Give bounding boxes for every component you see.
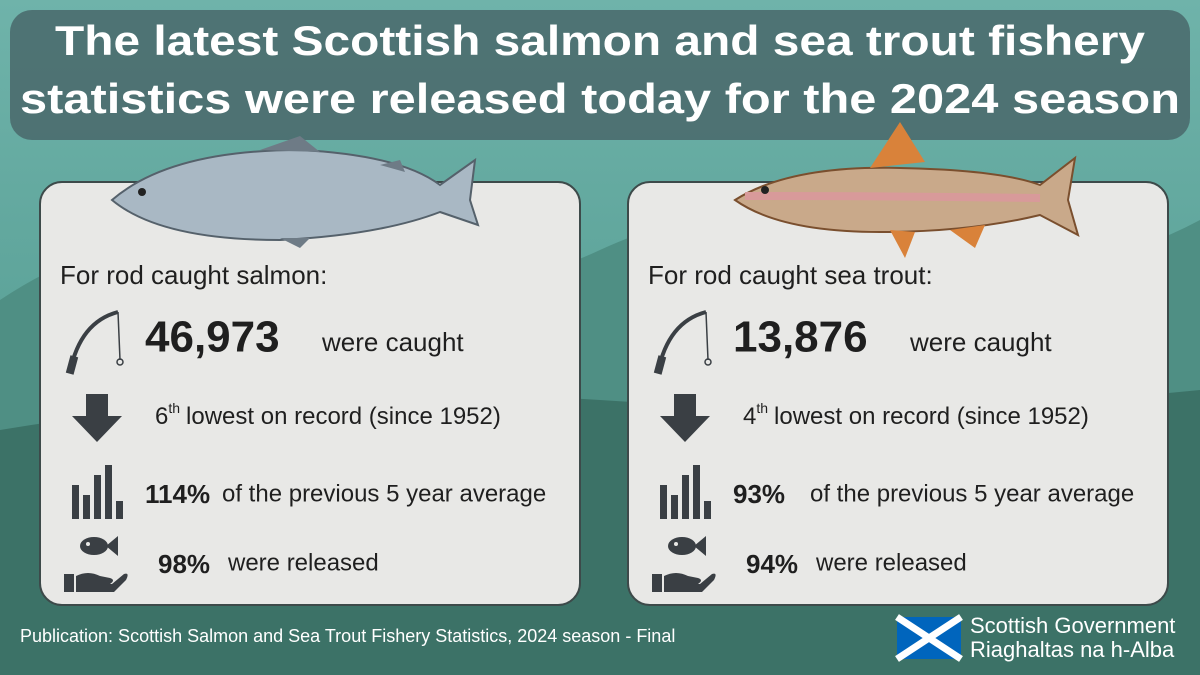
rank-ordinal: 4: [743, 403, 756, 430]
released-number: 94%: [746, 549, 798, 579]
rank-text: lowest on record (since 1952): [774, 403, 1089, 430]
caught-number: 46,973: [145, 313, 280, 362]
saltire-flag: [895, 614, 963, 662]
released-text: were released: [227, 549, 379, 576]
publication-note: Publication: Scottish Salmon and Sea Tro…: [20, 626, 675, 646]
rank-suffix: th: [168, 400, 180, 416]
rank-line: 4th lowest on record (since 1952): [743, 400, 1089, 431]
rank-text: lowest on record (since 1952): [186, 403, 501, 430]
title-line: The latest Scottish salmon and sea trout…: [55, 17, 1146, 64]
average-text: of the previous 5 year average: [222, 480, 546, 507]
salmon-illustration: [110, 136, 480, 248]
trout-illustration: [733, 122, 1080, 258]
logo-line: Scottish Government: [970, 613, 1175, 638]
rank-suffix: th: [756, 400, 768, 416]
average-text: of the previous 5 year average: [810, 480, 1134, 507]
caught-text: were caught: [321, 327, 464, 357]
released-number: 98%: [158, 549, 210, 579]
average-number: 93%: [733, 479, 785, 509]
panel-salmon: [39, 181, 581, 606]
rank-ordinal: 6: [155, 403, 168, 430]
rank-line: 6th lowest on record (since 1952): [155, 400, 501, 431]
panel-trout: [627, 181, 1169, 606]
average-number: 114%: [145, 479, 210, 509]
released-text: were released: [815, 549, 967, 576]
panel-heading: For rod caught sea trout:: [648, 260, 933, 290]
logo-line: Riaghaltas na h-Alba: [970, 637, 1175, 662]
title-banner: [10, 10, 1190, 140]
caught-text: were caught: [909, 327, 1052, 357]
title-line: statistics were released today for the 2…: [20, 75, 1180, 122]
panel-heading: For rod caught salmon:: [60, 260, 327, 290]
caught-number: 13,876: [733, 313, 868, 362]
